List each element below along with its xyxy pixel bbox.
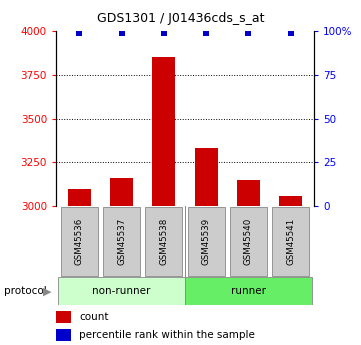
Bar [56, 329, 71, 341]
Text: runner: runner [231, 286, 266, 296]
FancyBboxPatch shape [185, 277, 312, 305]
Text: GSM45538: GSM45538 [159, 218, 168, 265]
Bar [152, 57, 175, 206]
FancyBboxPatch shape [58, 277, 185, 305]
Text: ▶: ▶ [43, 286, 51, 296]
FancyBboxPatch shape [230, 207, 267, 276]
Text: non-runner: non-runner [92, 286, 151, 296]
FancyBboxPatch shape [103, 207, 140, 276]
Bar [110, 178, 133, 206]
Bar [68, 189, 91, 206]
Text: GSM45537: GSM45537 [117, 218, 126, 265]
Bar [56, 311, 71, 323]
FancyBboxPatch shape [61, 207, 98, 276]
FancyBboxPatch shape [145, 207, 182, 276]
Bar [237, 180, 260, 206]
FancyBboxPatch shape [272, 207, 309, 276]
Text: GSM45536: GSM45536 [75, 218, 84, 265]
Bar [279, 196, 303, 206]
Bar [195, 148, 218, 206]
Text: GSM45540: GSM45540 [244, 218, 253, 265]
FancyBboxPatch shape [188, 207, 225, 276]
Text: count: count [79, 312, 109, 322]
Text: protocol: protocol [4, 286, 46, 296]
Text: percentile rank within the sample: percentile rank within the sample [79, 330, 255, 340]
Text: GSM45539: GSM45539 [202, 218, 211, 265]
Text: GDS1301 / J01436cds_s_at: GDS1301 / J01436cds_s_at [97, 12, 264, 25]
Text: GSM45541: GSM45541 [286, 218, 295, 265]
